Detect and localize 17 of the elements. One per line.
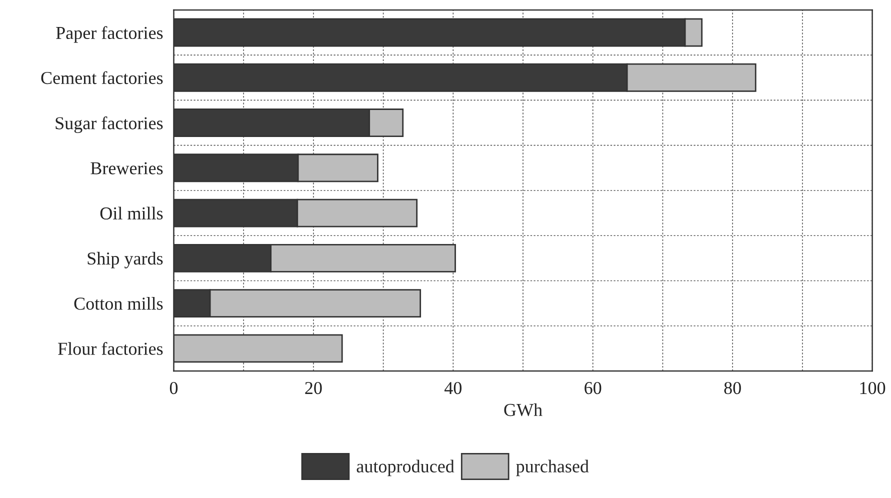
y-tick-label: Breweries <box>90 162 163 174</box>
x-tick-label: 40 <box>444 382 462 394</box>
x-tick-label: 80 <box>724 382 741 394</box>
x-tick-label: 100 <box>860 382 886 394</box>
x-tick-label: 60 <box>584 382 602 394</box>
x-axis-title: GWh <box>504 403 542 416</box>
x-tick-label: 20 <box>305 382 322 394</box>
x-tick-label: 0 <box>170 382 178 394</box>
y-tick-label: Ship yards <box>88 252 163 268</box>
y-tick-label: Oil mills <box>100 206 163 220</box>
legend-label: purchased <box>516 460 589 476</box>
legend-label: autoproduced <box>356 460 454 476</box>
y-tick-label: Cement factories <box>41 71 163 84</box>
y-tick-label: Cotton mills <box>74 297 163 310</box>
y-tick-label: Sugar factories <box>56 116 163 134</box>
y-tick-label: Paper factories <box>56 26 163 43</box>
y-tick-label: Flour factories <box>58 342 163 355</box>
